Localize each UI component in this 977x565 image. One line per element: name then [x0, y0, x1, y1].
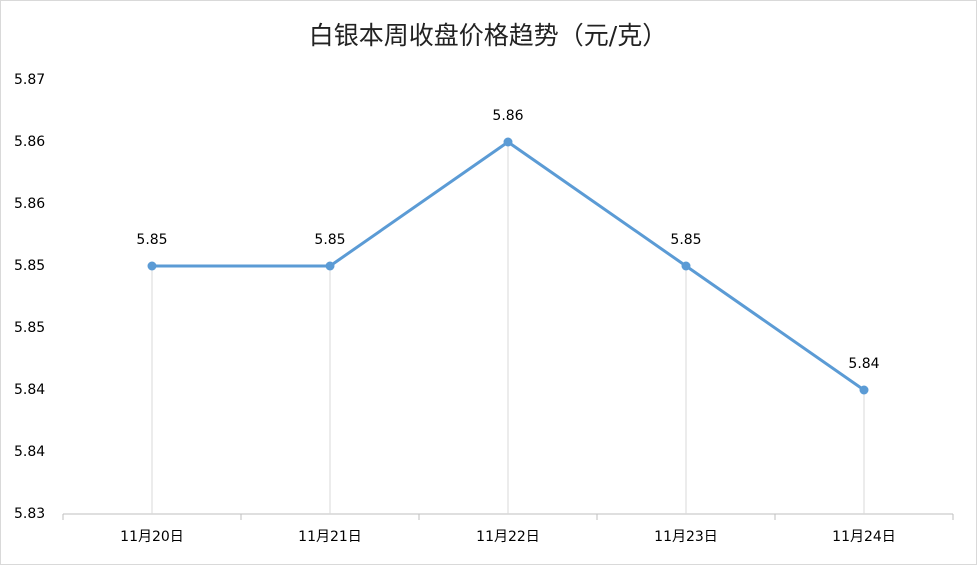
- y-tick-label: 5.84: [14, 382, 45, 398]
- x-tick-label: 11月23日: [654, 529, 718, 545]
- y-tick-label: 5.84: [14, 444, 45, 460]
- y-tick-label: 5.86: [14, 196, 45, 212]
- data-point: [503, 137, 513, 147]
- x-tick-label: 11月21日: [298, 529, 362, 545]
- data-label: 5.85: [314, 232, 345, 248]
- x-tick-label: 11月20日: [120, 529, 184, 545]
- y-tick-label: 5.85: [14, 320, 45, 336]
- data-point: [147, 261, 157, 271]
- data-point: [859, 385, 869, 395]
- data-point: [325, 261, 335, 271]
- data-label: 5.84: [848, 356, 879, 372]
- chart-title: 白银本周收盘价格趋势（元/克）: [309, 21, 667, 50]
- y-tick-label: 5.86: [14, 134, 45, 150]
- data-label: 5.85: [670, 232, 701, 248]
- x-tick-label: 11月22日: [476, 529, 540, 545]
- data-point: [681, 261, 691, 271]
- data-label: 5.85: [136, 232, 167, 248]
- data-label: 5.86: [492, 108, 523, 124]
- y-tick-label: 5.83: [14, 506, 45, 522]
- x-tick-label: 11月24日: [832, 529, 896, 545]
- y-tick-label: 5.87: [14, 72, 45, 88]
- y-tick-label: 5.85: [14, 258, 45, 274]
